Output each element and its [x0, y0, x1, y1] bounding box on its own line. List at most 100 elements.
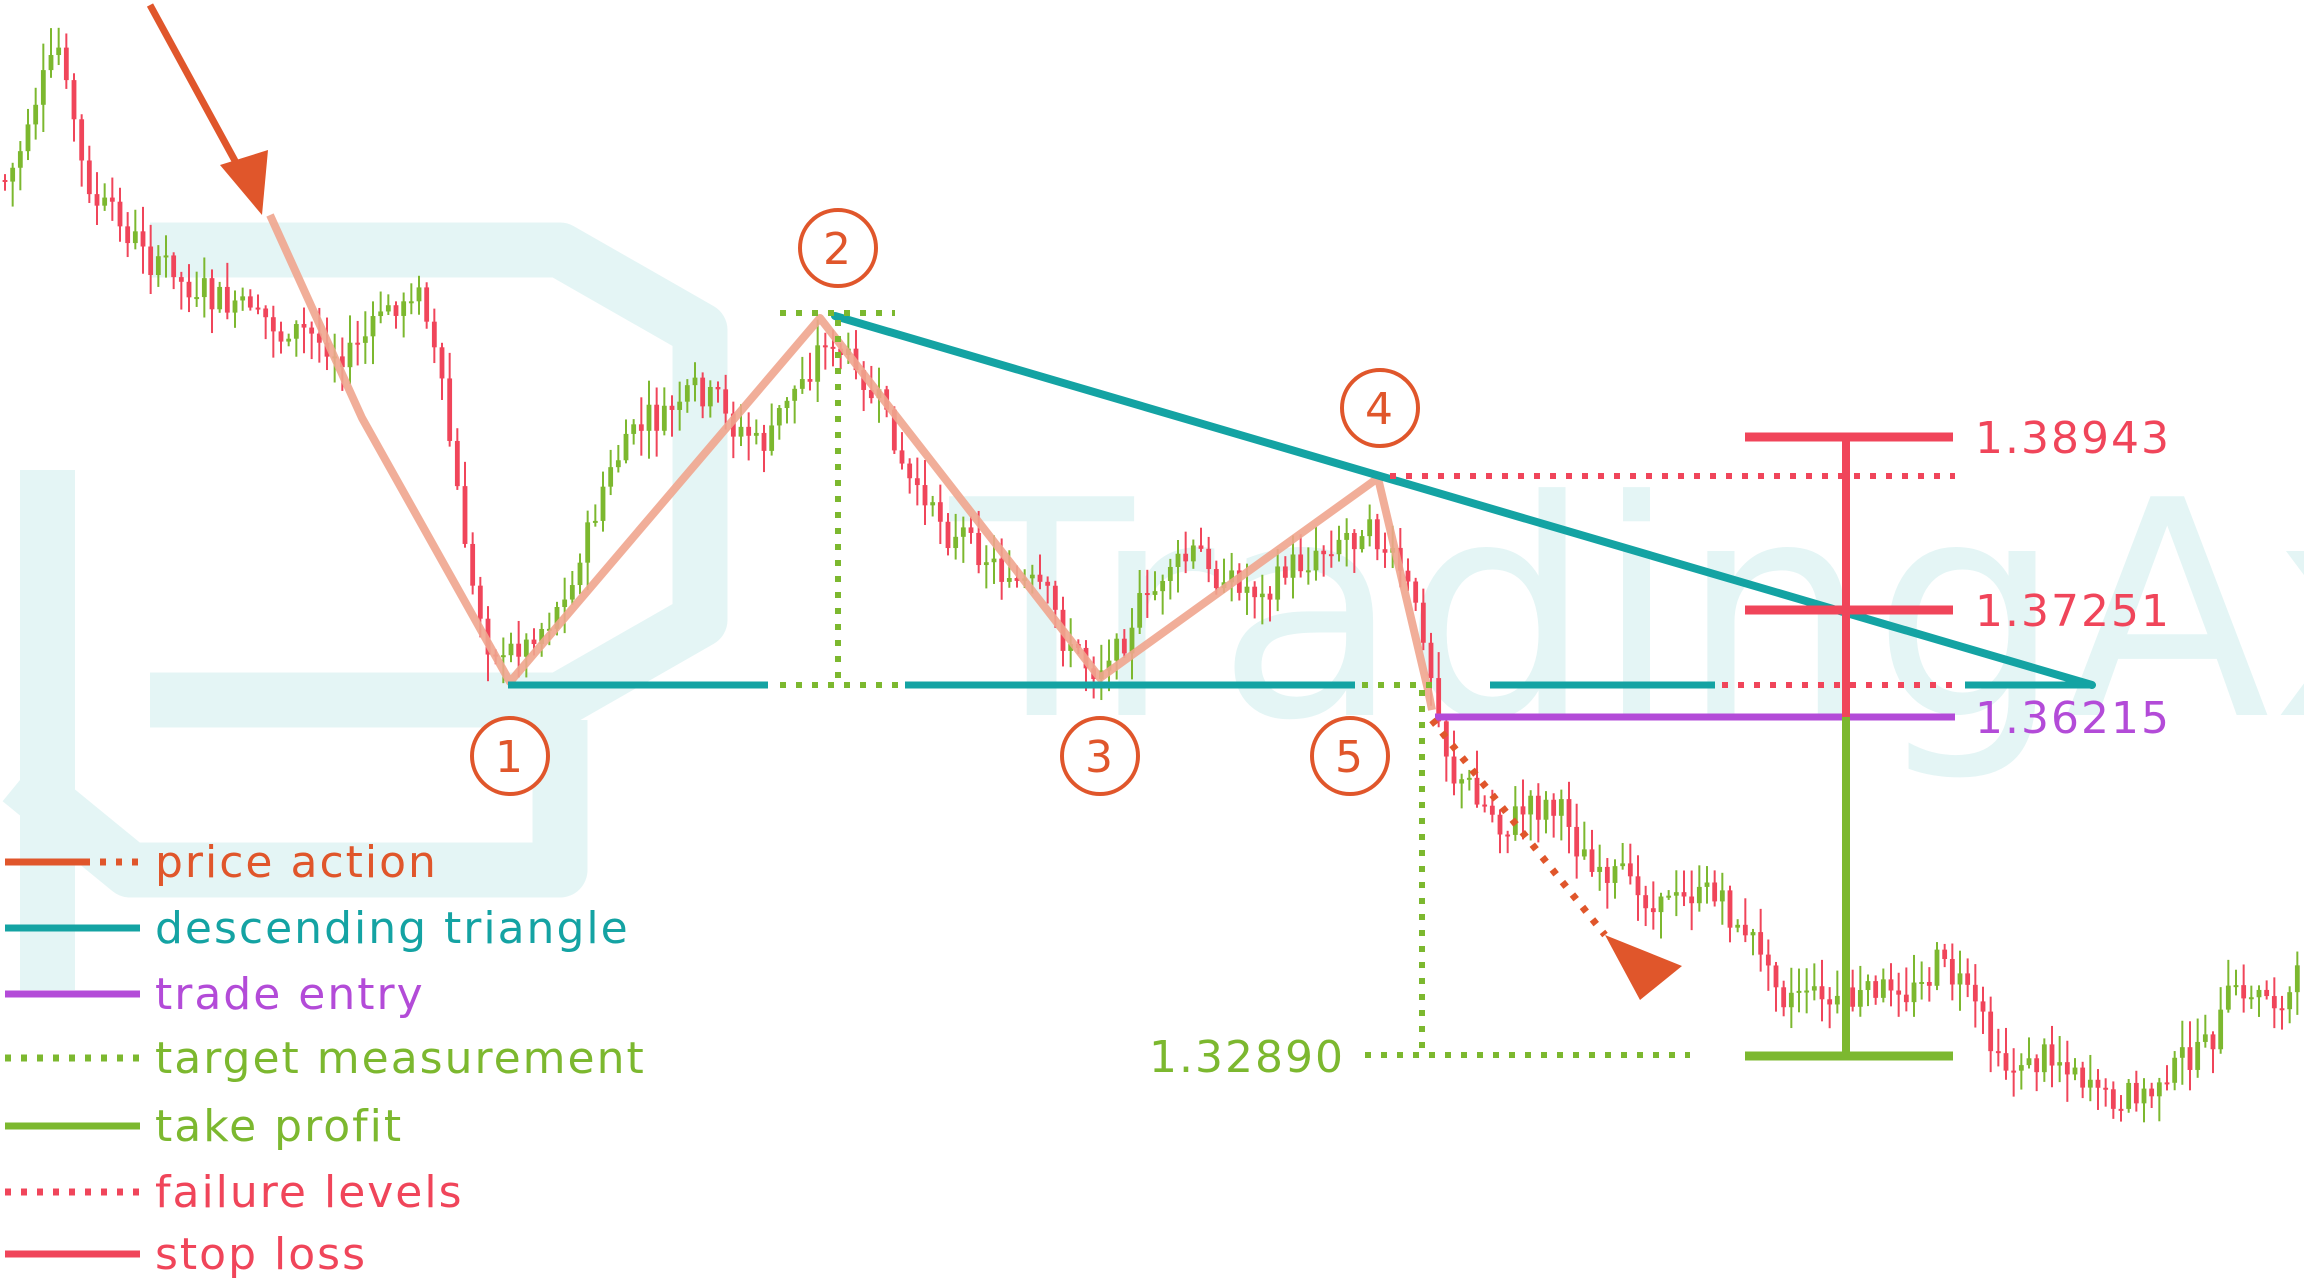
pivot-label-1: 1	[495, 732, 525, 783]
candle-bullish	[385, 305, 391, 312]
candle-bearish	[1689, 896, 1695, 904]
candle-bullish	[17, 151, 23, 168]
candle-bullish	[608, 467, 614, 487]
candle-bearish	[393, 305, 399, 316]
candle-bullish	[592, 520, 598, 523]
candle-bullish	[692, 377, 698, 386]
candle-bullish	[2126, 1082, 2132, 1109]
candle-bearish	[148, 246, 154, 275]
pivot-marker-2: 2	[798, 208, 878, 288]
candle-bullish	[1528, 795, 1534, 815]
candle-bearish	[1827, 999, 1833, 1005]
candle-bearish	[1351, 532, 1357, 550]
candle-bearish	[431, 321, 437, 348]
candle-bearish	[1282, 566, 1288, 578]
candle-bullish	[1175, 553, 1181, 567]
candle-bullish	[646, 404, 652, 431]
candle-bearish	[891, 409, 897, 451]
candle-bearish	[1635, 876, 1641, 896]
candle-bullish	[1696, 886, 1702, 904]
candle-bullish	[163, 255, 169, 258]
candle-bearish	[224, 286, 230, 313]
downtrend-arrow	[146, 3, 268, 215]
candle-bullish	[1229, 570, 1235, 583]
candle-bearish	[2080, 1067, 2086, 1088]
candle-bearish	[247, 296, 253, 308]
candle-bullish	[1612, 866, 1618, 883]
candle-bullish	[600, 486, 606, 521]
candle-bullish	[25, 124, 31, 152]
candle-bearish	[1267, 593, 1273, 600]
candle-bearish	[2264, 989, 2270, 997]
candle-bearish	[1298, 554, 1304, 572]
watermark: TradingAxe	[2, 222, 2304, 990]
legend-label-target-measurement: target measurement	[155, 1033, 646, 1084]
candle-bearish	[255, 307, 261, 310]
candle-bullish	[623, 433, 629, 461]
candle-bearish	[1428, 642, 1434, 679]
candle-bearish	[339, 356, 345, 368]
candle-bullish	[769, 425, 775, 451]
candle-bullish	[784, 400, 790, 409]
candle-bullish	[1029, 574, 1035, 579]
candle-bearish	[1206, 548, 1212, 570]
candle-bullish	[1313, 550, 1319, 571]
candle-bearish	[1574, 826, 1580, 857]
candle-bearish	[2279, 1008, 2285, 1011]
candle-bullish	[1673, 892, 1679, 896]
candle-bearish	[1520, 806, 1526, 815]
candle-bullish	[2156, 1082, 2162, 1097]
pivot-label-4: 4	[1365, 384, 1395, 435]
candle-bearish	[1382, 549, 1388, 553]
candle-bullish	[2287, 992, 2293, 1010]
candle-bearish	[2271, 996, 2277, 1009]
price-action-projection	[1429, 717, 1608, 938]
candle-bullish	[1305, 570, 1311, 573]
candle-bullish	[960, 527, 966, 537]
candle-bullish	[500, 655, 506, 658]
candle-bullish	[2026, 1058, 2032, 1066]
candle-bullish	[1788, 992, 1794, 1008]
candle-bullish	[1558, 799, 1564, 816]
candle-bullish	[2087, 1079, 2093, 1088]
candle-bearish	[301, 324, 307, 328]
legend-item-trade-entry: trade entry	[5, 969, 423, 1020]
candle-bearish	[654, 404, 660, 431]
candle-bearish	[1888, 979, 1894, 991]
candle-bullish	[1865, 981, 1871, 991]
candle-bullish	[155, 256, 161, 275]
candle-bearish	[462, 486, 468, 544]
candle-bullish	[1658, 896, 1664, 913]
candle-bearish	[447, 378, 453, 441]
candle-bearish	[2118, 1108, 2124, 1111]
candle-bullish	[562, 599, 568, 608]
candle-bearish	[1942, 949, 1948, 960]
candle-bearish	[1949, 959, 1955, 985]
candle-bearish	[1972, 984, 1978, 1002]
candle-bearish	[1727, 890, 1733, 928]
candle-bullish	[585, 522, 591, 563]
candle-bullish	[1259, 593, 1265, 598]
candle-bearish	[1604, 866, 1610, 883]
candle-bearish	[209, 278, 215, 310]
candle-bullish	[33, 104, 39, 125]
candle-bullish	[677, 401, 683, 410]
candle-bullish	[661, 405, 667, 431]
target-price-label: 1.32890	[1149, 1032, 1345, 1083]
candle-bearish	[2241, 985, 2247, 999]
entry-price-label: 1.36215	[1975, 693, 2171, 744]
candle-bullish	[1543, 799, 1549, 820]
candle-bearish	[1420, 602, 1426, 643]
candle-bearish	[1850, 987, 1856, 1007]
candle-bearish	[1535, 795, 1541, 820]
candle-bearish	[1014, 578, 1020, 581]
candle-bearish	[79, 119, 85, 161]
candle-bearish	[1589, 849, 1595, 872]
candle-bullish	[240, 296, 246, 301]
candle-bullish	[1857, 990, 1863, 1007]
candle-bullish	[1190, 545, 1196, 562]
failure-price-label: 1.37251	[1975, 586, 2171, 637]
candle-bullish	[1336, 539, 1342, 555]
candle-bearish	[1183, 553, 1189, 562]
candle-bearish	[1712, 882, 1718, 902]
